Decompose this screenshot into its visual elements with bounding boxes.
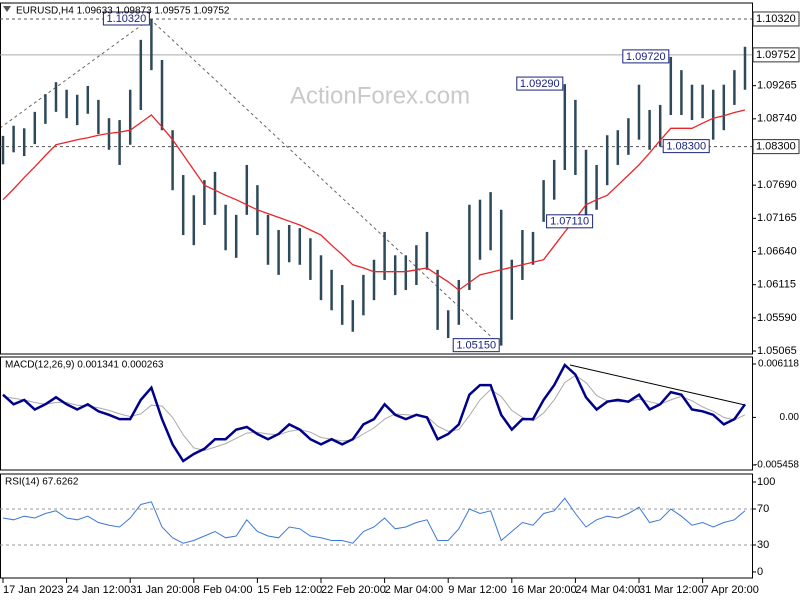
- annotation-label: 1.09290: [520, 78, 560, 90]
- trend-line: [0, 18, 151, 129]
- x-tick-label: 7 Apr 20:00: [703, 584, 759, 596]
- x-tick-label: 17 Jan 2023: [3, 584, 64, 596]
- panel-title: RSI(14) 67.6262: [5, 477, 79, 488]
- annotation-box: [102, 11, 150, 26]
- x-tick-label: 9 Mar 12:00: [448, 584, 507, 596]
- annotation-box: [662, 139, 710, 154]
- y-tick-label: 1.08740: [757, 113, 797, 125]
- x-tick-label: 15 Feb 12:00: [257, 584, 322, 596]
- annotation-label: 1.05150: [456, 340, 496, 352]
- y-tick-label: 0.006118: [758, 359, 799, 370]
- panel-title: MACD(12,26,9) 0.001341 0.000263: [5, 360, 164, 371]
- annotation-box: [622, 49, 670, 64]
- panel-border: [0, 473, 753, 579]
- y-tick-label: 70: [757, 503, 769, 515]
- rsi-line: [2, 497, 746, 544]
- x-tick-label: 24 Jan 12:00: [67, 584, 131, 596]
- macd-line: [2, 362, 747, 463]
- y-tick-label: -0.005458: [754, 460, 799, 471]
- panel-border: [0, 2, 753, 355]
- y-tick-label: 1.05065: [757, 345, 797, 357]
- price-label-box: [752, 47, 800, 63]
- y-tick-label: 30: [757, 539, 769, 551]
- symbol-icon: [3, 6, 11, 12]
- y-tick-label: 1.09265: [757, 80, 797, 92]
- y-tick-label: 100: [757, 476, 775, 488]
- annotation-box: [452, 338, 500, 353]
- y-tick-label: 1.07165: [757, 212, 797, 224]
- annotation-label: 1.09720: [626, 51, 666, 63]
- x-tick-label: 31 Mar 12:00: [639, 584, 704, 596]
- price-label: 1.08300: [756, 141, 796, 153]
- panel-border: [0, 356, 753, 471]
- annotation-label: 1.10320: [107, 13, 147, 25]
- annotation-box: [516, 76, 564, 91]
- y-tick-label: 0.00: [780, 412, 800, 423]
- y-tick-label: 1.05590: [757, 312, 797, 324]
- price-label: 1.10320: [756, 13, 796, 25]
- x-tick-label: 16 Mar 20:00: [512, 584, 577, 596]
- x-tick-label: 2 Mar 04:00: [385, 584, 444, 596]
- price-label: 1.09752: [756, 49, 796, 61]
- macd-trend-line: [569, 364, 746, 406]
- y-tick-label: 0: [757, 566, 763, 578]
- annotation-box: [546, 214, 594, 229]
- y-tick-label: 1.07690: [757, 179, 797, 191]
- x-tick-label: 31 Jan 20:00: [130, 584, 194, 596]
- annotation-label: 1.08300: [666, 141, 706, 153]
- y-tick-label: 1.06640: [757, 245, 797, 257]
- x-tick-label: 24 Mar 04:00: [575, 584, 640, 596]
- panel-title: EURUSD,H4 1.09633 1.09873 1.09575 1.0975…: [16, 6, 230, 17]
- x-tick-label: 8 Feb 04:00: [194, 584, 253, 596]
- moving-average: [2, 109, 746, 291]
- x-tick-label: 22 Feb 20:00: [321, 584, 386, 596]
- watermark: ActionForex.com: [290, 82, 470, 109]
- price-label-box: [752, 139, 800, 155]
- annotation-label: 1.07110: [550, 216, 589, 228]
- price-label-box: [752, 11, 800, 27]
- trend-line: [149, 18, 501, 346]
- y-tick-label: 1.06115: [757, 279, 796, 291]
